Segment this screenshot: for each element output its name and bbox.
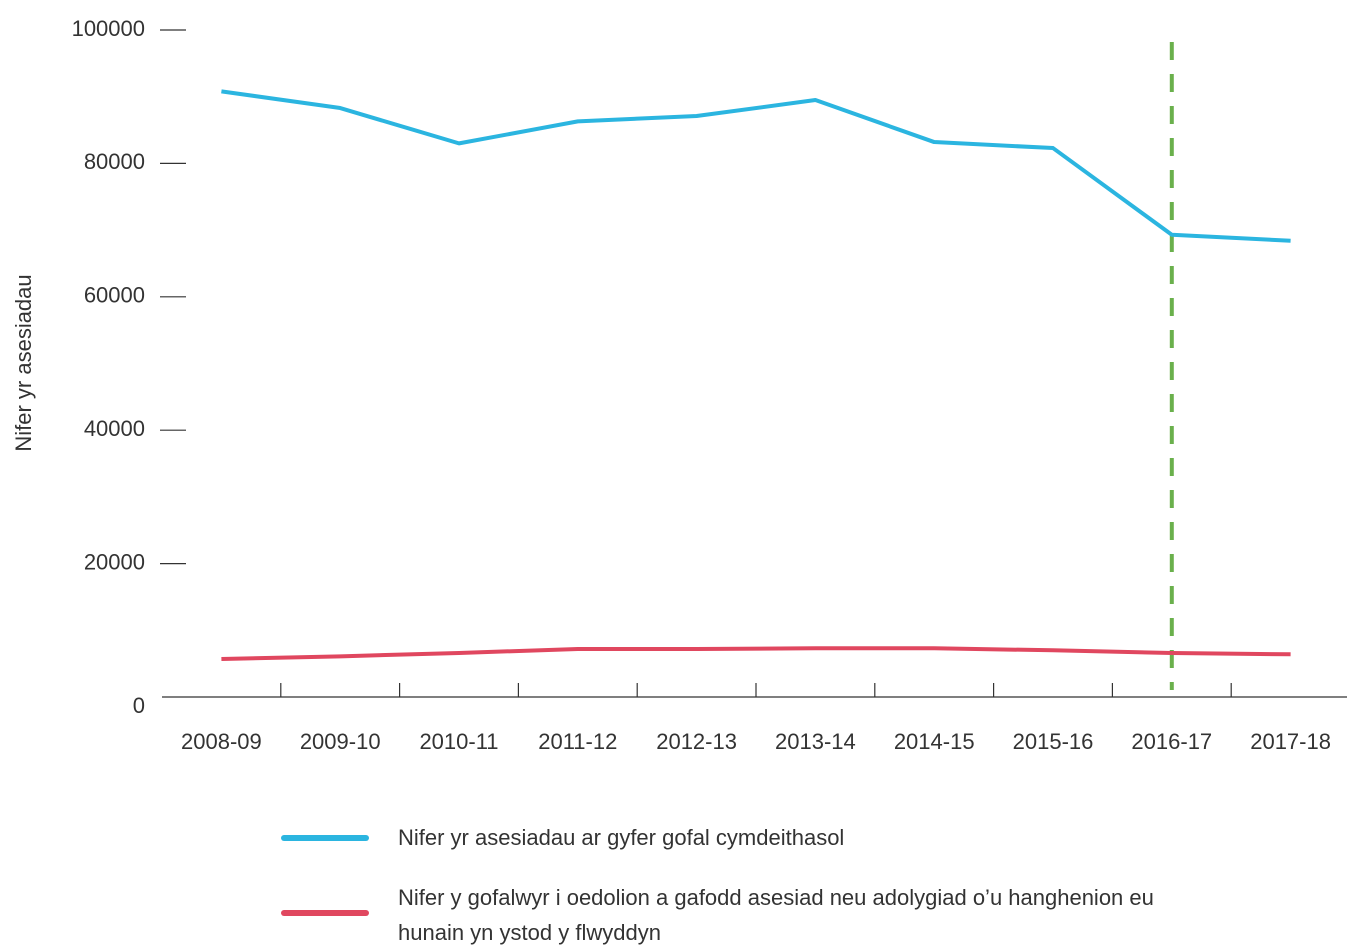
x-tick-label: 2015-16 xyxy=(1013,729,1094,754)
legend-label: Nifer y gofalwyr i oedolion a gafodd ase… xyxy=(398,885,1154,945)
y-tick-label: 100000 xyxy=(72,16,145,41)
y-axis-label: Nifer yr asesiadau xyxy=(11,274,36,451)
y-tick-label: 20000 xyxy=(84,549,145,574)
x-tick-label: 2014-15 xyxy=(894,729,975,754)
x-tick-label: 2011-12 xyxy=(538,729,617,754)
x-tick-label: 2012-13 xyxy=(656,729,737,754)
x-tick-label: 2013-14 xyxy=(775,729,856,754)
data-line xyxy=(221,89,1291,243)
x-tick-label: 2009-10 xyxy=(300,729,381,754)
legend-label: Nifer yr asesiadau ar gyfer gofal cymdei… xyxy=(398,825,845,850)
x-tick-label: 2016-17 xyxy=(1131,729,1212,754)
y-tick-label: 40000 xyxy=(84,416,145,441)
y-tick-label: 60000 xyxy=(84,283,145,308)
x-tick-label: 2010-11 xyxy=(419,729,498,754)
x-tick-label: 2017-18 xyxy=(1250,729,1331,754)
data-line xyxy=(221,646,1291,661)
y-tick-label: 0 xyxy=(133,693,145,718)
x-tick-label: 2008-09 xyxy=(181,729,262,754)
y-tick-label: 80000 xyxy=(84,149,145,174)
